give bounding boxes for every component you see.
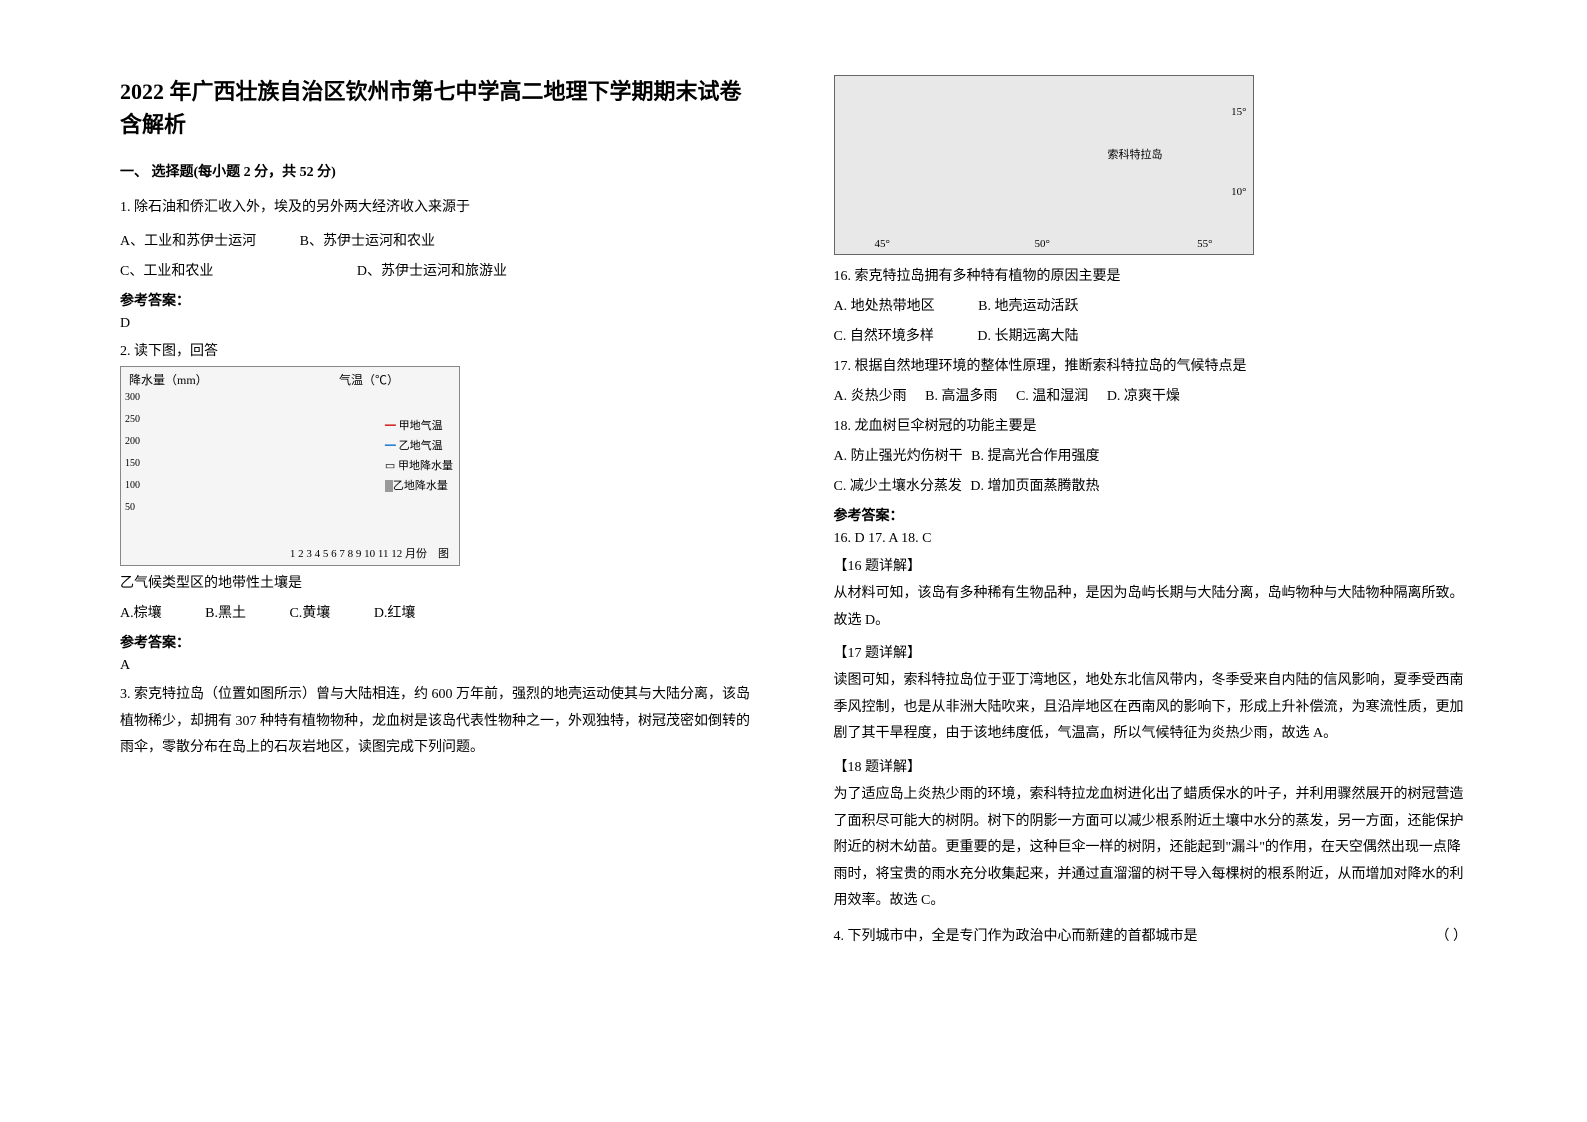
- expl18-body: 为了适应岛上炎热少雨的环境，索科特拉龙血树进化出了蜡质保水的叶子，并利用骤然展开…: [834, 782, 1468, 915]
- q2-optC: C.黄壤: [289, 602, 330, 622]
- left-column: 2022 年广西壮族自治区钦州市第七中学高二地理下学期期末试卷含解析 一、 选择…: [100, 75, 794, 1082]
- q1-options-row2: C、工业和农业 D、苏伊士运河和旅游业: [120, 260, 754, 280]
- q1-options-row1: A、工业和苏伊士运河 B、苏伊士运河和农业: [120, 230, 754, 250]
- q18-optA: A. 防止强光灼伤树干: [834, 445, 963, 465]
- expl18-title: 【18 题详解】: [834, 756, 1468, 776]
- q4-paren: （ ）: [1436, 925, 1468, 945]
- q2-stem: 2. 读下图，回答: [120, 340, 754, 360]
- q4-stem: 4. 下列城市中，全是专门作为政治中心而新建的首都城市是: [834, 925, 1198, 945]
- q1-optD: D、苏伊士运河和旅游业: [357, 260, 507, 280]
- q1-optC: C、工业和农业: [120, 260, 213, 280]
- q17-stem: 17. 根据自然地理环境的整体性原理，推断索科特拉岛的气候特点是: [834, 355, 1468, 375]
- q1-optA: A、工业和苏伊士运河: [120, 230, 256, 250]
- right-column: 索科特拉岛 15° 10° 45° 50° 55° 16. 索克特拉岛拥有多种特…: [794, 75, 1488, 1082]
- q1-stem: 1. 除石油和侨汇收入外，埃及的另外两大经济收入来源于: [120, 195, 754, 220]
- ytick-150: 150: [125, 453, 140, 475]
- q2-optA: A.棕壤: [120, 602, 162, 622]
- q17-opts: A. 炎热少雨 B. 高温多雨 C. 温和湿润 D. 凉爽干燥: [834, 385, 1468, 405]
- q161718-answers: 16. D 17. A 18. C: [834, 531, 1468, 547]
- map-lon-55: 55°: [1197, 238, 1212, 250]
- map-lon-50: 50°: [1035, 238, 1050, 250]
- q16-optB: B. 地壳运动活跃: [978, 295, 1078, 315]
- legend-3: 甲地降水量: [398, 460, 453, 472]
- document-title: 2022 年广西壮族自治区钦州市第七中学高二地理下学期期末试卷含解析: [120, 75, 754, 141]
- expl16-title: 【16 题详解】: [834, 555, 1468, 575]
- chart-y-ticks: 300 250 200 150 100 50: [125, 387, 140, 519]
- q2-sub-stem: 乙气候类型区的地带性土壤是: [120, 572, 754, 592]
- legend-2: 乙地气温: [399, 440, 443, 452]
- ytick-50: 50: [125, 497, 140, 519]
- chart-left-axis-label: 降水量（mm）: [129, 371, 208, 388]
- q18-optC: C. 减少土壤水分蒸发: [834, 475, 962, 495]
- legend-4: 乙地降水量: [393, 480, 448, 492]
- ytick-300: 300: [125, 387, 140, 409]
- q18-stem: 18. 龙血树巨伞树冠的功能主要是: [834, 415, 1468, 435]
- ytick-200: 200: [125, 431, 140, 453]
- q1-optB: B、苏伊士运河和农业: [300, 230, 435, 250]
- chart-right-axis-label: 气温（℃）: [339, 371, 399, 388]
- climate-chart: 降水量（mm） 气温（℃） 300 250 200 150 100 50 ━ 甲…: [120, 366, 460, 566]
- q2-options: A.棕壤 B.黑土 C.黄壤 D.红壤: [120, 602, 754, 622]
- q16-optA: A. 地处热带地区: [834, 295, 935, 315]
- q17-optA: A. 炎热少雨: [834, 385, 907, 405]
- x-months: 1 2 3 4 5 6 7 8 9 10 11 12 月份: [290, 548, 427, 560]
- map-lon-45: 45°: [875, 238, 890, 250]
- q17-optC: C. 温和湿润: [1016, 385, 1088, 405]
- q2-optD: D.红壤: [374, 602, 416, 622]
- q16-row2: C. 自然环境多样 D. 长期远离大陆: [834, 325, 1468, 345]
- legend-1: 甲地气温: [399, 420, 443, 432]
- q18-row2: C. 减少土壤水分蒸发 D. 增加页面蒸腾散热: [834, 475, 1468, 495]
- q16-optC: C. 自然环境多样: [834, 325, 934, 345]
- q3-stem: 3. 索克特拉岛（位置如图所示）曾与大陆相连，约 600 万年前，强烈的地壳运动…: [120, 682, 754, 762]
- q2-optB: B.黑土: [205, 602, 246, 622]
- q2-answer: A: [120, 658, 754, 674]
- q17-optD: D. 凉爽干燥: [1107, 385, 1180, 405]
- q18-row1: A. 防止强光灼伤树干 B. 提高光合作用强度: [834, 445, 1468, 465]
- ytick-100: 100: [125, 475, 140, 497]
- q4-row: 4. 下列城市中，全是专门作为政治中心而新建的首都城市是 （ ）: [834, 925, 1468, 945]
- section-title: 一、 选择题(每小题 2 分，共 52 分): [120, 161, 754, 181]
- chart-x-axis: 1 2 3 4 5 6 7 8 9 10 11 12 月份 图: [290, 545, 449, 561]
- q16-row1: A. 地处热带地区 B. 地壳运动活跃: [834, 295, 1468, 315]
- q17-optB: B. 高温多雨: [925, 385, 997, 405]
- expl17-body: 读图可知，索科特拉岛位于亚丁湾地区，地处东北信风带内，冬季受来自内陆的信风影响，…: [834, 668, 1468, 748]
- map-lat-10: 10°: [1231, 186, 1246, 198]
- q161718-answer-label: 参考答案：: [834, 505, 1468, 525]
- chart-legend: ━ 甲地气温 ━ 乙地气温 ▭ 甲地降水量 乙地降水量: [385, 417, 453, 496]
- q18-optD: D. 增加页面蒸腾散热: [970, 475, 1099, 495]
- chart-tu-label: 图: [438, 548, 449, 560]
- q1-answer: D: [120, 316, 754, 332]
- socotra-map: 索科特拉岛 15° 10° 45° 50° 55°: [834, 75, 1254, 255]
- expl17-title: 【17 题详解】: [834, 642, 1468, 662]
- expl16-body: 从材料可知，该岛有多种稀有生物品种，是因为岛屿长期与大陆分离，岛屿物种与大陆物种…: [834, 581, 1468, 634]
- q1-answer-label: 参考答案：: [120, 290, 754, 310]
- q18-optB: B. 提高光合作用强度: [971, 445, 1099, 465]
- q2-answer-label: 参考答案：: [120, 632, 754, 652]
- map-place-label: 索科特拉岛: [1108, 146, 1163, 162]
- ytick-250: 250: [125, 409, 140, 431]
- map-lat-15: 15°: [1231, 106, 1246, 118]
- q16-stem: 16. 索克特拉岛拥有多种特有植物的原因主要是: [834, 265, 1468, 285]
- q16-optD: D. 长期远离大陆: [977, 325, 1078, 345]
